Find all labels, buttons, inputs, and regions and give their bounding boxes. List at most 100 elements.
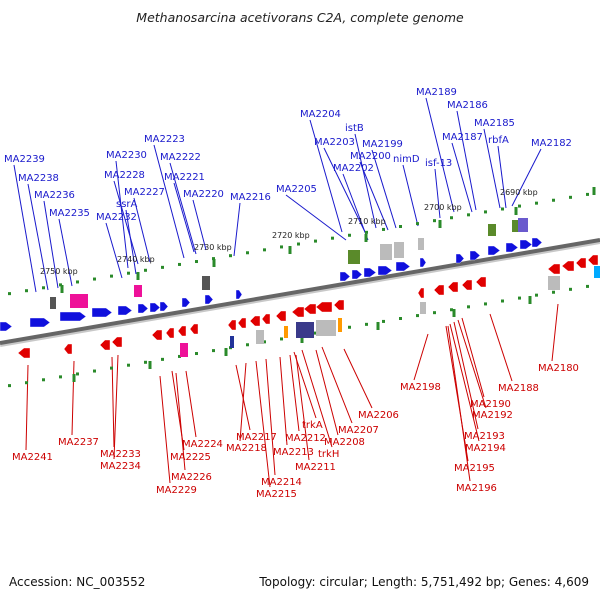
gene-leader-line [159,375,171,484]
track-dot [263,248,266,252]
gene-leader-line [255,360,271,488]
forward-gene-arrow [91,307,113,318]
gene-leader-line [434,168,441,219]
feature-box [296,322,314,338]
gene-leader-line [551,303,559,362]
reverse-gene-arrow [99,339,111,351]
track-dot [501,207,504,211]
track-dot [110,274,113,278]
gene-leader-line [323,147,367,235]
major-tick [528,296,532,304]
forward-gene-arrow [487,245,501,256]
feature-box [316,320,336,336]
track-dot [450,308,453,312]
reverse-gene-arrow [417,287,425,299]
gene-leader-line [153,144,185,259]
reverse-gene-arrow [17,347,31,359]
reverse-gene-arrow [475,276,487,288]
gene-label: MA2212 [285,433,326,444]
track-dot [59,283,62,287]
forward-gene-arrow [505,242,519,253]
feature-box [70,294,88,308]
major-tick [376,322,380,330]
forward-gene-arrow [117,305,133,316]
major-tick [224,348,228,356]
gene-leader-line [171,370,185,451]
major-tick [364,234,368,242]
reverse-gene-arrow [461,279,473,291]
gene-label: MA2204 [300,109,341,120]
forward-gene-arrow [204,294,214,305]
forward-gene-arrow [469,250,481,261]
reverse-gene-arrow [189,323,199,335]
major-tick [212,259,216,267]
gene-label: MA2218 [226,443,267,454]
track-dot [450,216,453,220]
track-dot [161,357,164,361]
reverse-gene-arrow [547,263,561,275]
forward-gene-arrow [363,267,377,278]
gene-label: MA2198 [400,382,441,393]
gene-label: MA2194 [465,443,506,454]
track-dot [127,271,130,275]
track-dot [110,366,113,370]
feature-box [418,238,424,250]
track-dot [161,265,164,269]
reverse-gene-arrow [63,343,73,355]
gene-label: MA2230 [106,150,147,161]
track-dot [195,260,198,264]
gene-leader-line [113,180,139,265]
track-dot [535,201,538,205]
gene-label: trkA [302,420,323,431]
gene-leader-line [233,202,241,257]
gene-label: MA2241 [12,452,53,463]
gene-label: MA2238 [18,173,59,184]
track-dot [552,290,555,294]
feature-box [488,224,496,236]
gene-leader-line [456,110,477,211]
gene-label: MA2196 [456,483,497,494]
accession-label: Accession: NC_003552 [9,575,146,589]
gene-leader-line [133,197,151,263]
track-dot [569,287,572,291]
feature-box [284,326,288,338]
major-tick [438,220,442,228]
gene-label: MA2199 [362,139,403,150]
track-dot [365,322,368,326]
track-dot [484,302,487,306]
feature-box [348,250,360,264]
gene-leader-line [449,323,480,442]
feature-box [594,266,600,278]
reverse-gene-arrow [261,313,271,325]
gene-label: MA2206 [358,410,399,421]
gene-leader-line [185,370,197,438]
gene-leader-line [25,364,29,451]
reverse-gene-arrow [561,260,575,272]
kbp-label: 2730 kbp [194,243,232,252]
track-dot [8,384,11,388]
genome-summary: Topology: circular; Length: 5,751,492 bp… [259,575,589,589]
track-dot [399,225,402,229]
track-dot [314,331,317,335]
track-dot [331,236,334,240]
gene-label: MA2234 [100,461,141,472]
track-dot [42,286,45,290]
track-dot [467,213,470,217]
gene-label: MA2200 [350,151,391,162]
gene-label: nimD [393,154,420,165]
gene-leader-line [445,325,469,462]
track-dot [144,268,147,272]
gene-label: rbfA [488,135,509,146]
gene-leader-line [413,333,429,381]
forward-gene-arrow [395,261,411,272]
gene-leader-line [511,148,542,207]
track-dot [382,319,385,323]
reverse-gene-arrow [249,315,261,327]
track-dot [280,245,283,249]
gene-label: MA2233 [100,449,141,460]
feature-box [256,330,264,344]
track-dot [76,372,79,376]
gene-leader-line [113,354,119,460]
track-dot [586,192,589,196]
major-tick [136,272,140,280]
